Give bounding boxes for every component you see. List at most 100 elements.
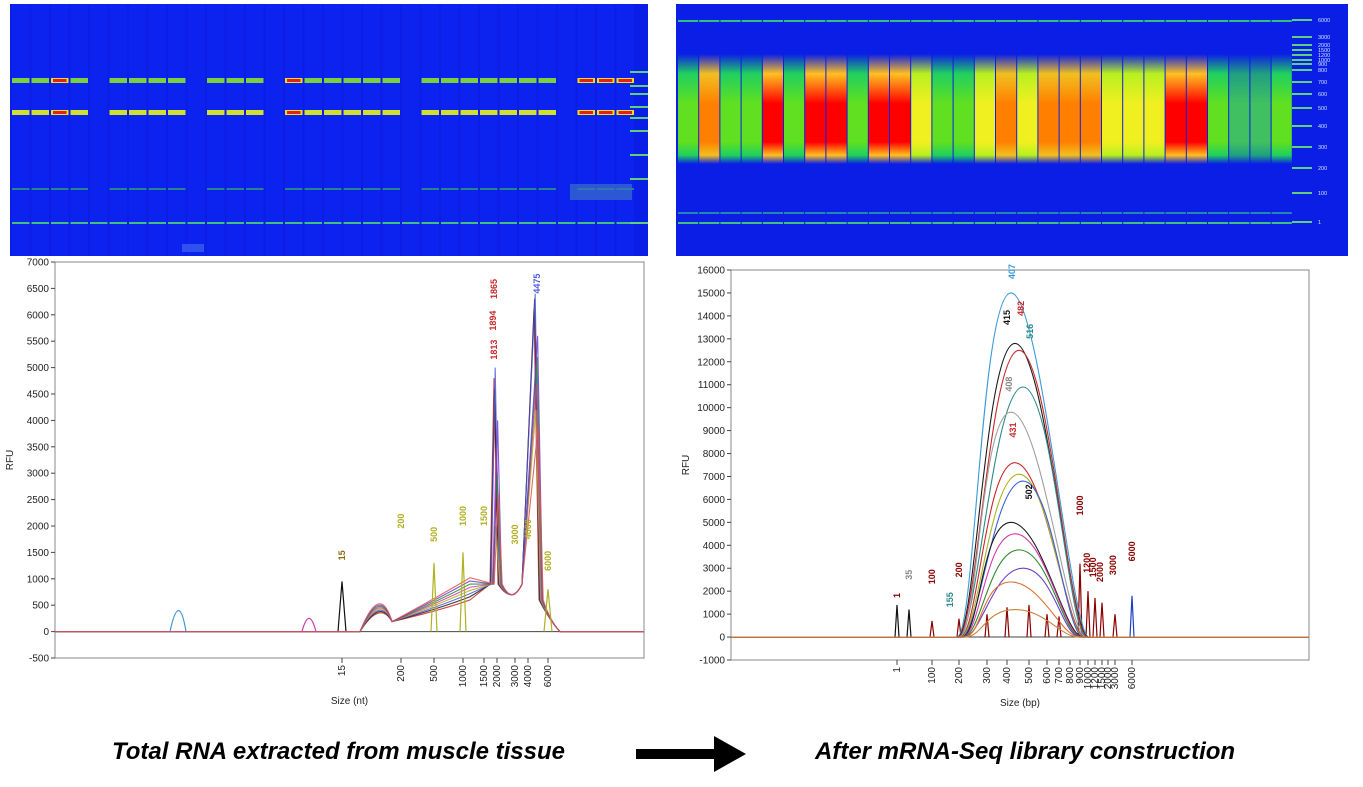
gel-band-marker xyxy=(402,222,420,224)
gel-band-28s xyxy=(421,78,439,83)
y-tick-label: 3000 xyxy=(27,469,50,480)
ladder-band xyxy=(630,85,648,87)
ladder-band xyxy=(1292,63,1312,65)
gel-band-lower xyxy=(974,212,995,214)
y-tick-label: 15000 xyxy=(697,288,725,299)
gel-lane-smear xyxy=(1123,54,1144,164)
x-tick-label: 100 xyxy=(927,667,938,684)
gel-band-upper xyxy=(847,20,868,22)
ladder-label: 800 xyxy=(1318,68,1327,74)
gel-band-28s xyxy=(246,78,264,83)
x-tick-label: 600 xyxy=(1042,667,1053,684)
library-trace xyxy=(731,411,1309,638)
ladder-peak xyxy=(543,589,553,632)
gel-band-marker xyxy=(805,222,826,224)
y-tick-label: 12000 xyxy=(697,357,725,368)
gel-band-marker xyxy=(577,222,595,224)
gel-band-marker xyxy=(304,222,322,224)
ladder-band xyxy=(1292,69,1312,71)
gel-band-5s xyxy=(324,188,342,190)
gel-band-lower xyxy=(1208,212,1229,214)
gel-band-upper xyxy=(1165,20,1186,22)
peak-label: 1200 xyxy=(1082,553,1092,573)
gel-band-5s xyxy=(246,188,264,190)
gel-lane-smear xyxy=(1080,54,1101,164)
gel-lane-smear xyxy=(911,54,932,164)
gel-band-28s-core xyxy=(618,79,632,82)
gel-band-18s xyxy=(421,110,439,115)
x-tick-label: 500 xyxy=(429,665,440,682)
x-tick-label: 2000 xyxy=(492,665,503,688)
ladder-band xyxy=(1292,81,1312,83)
y-tick-label: 4500 xyxy=(27,390,50,401)
library-trace xyxy=(731,608,1309,638)
marker-peak xyxy=(1099,602,1105,638)
gel-lane-smear xyxy=(1038,54,1059,164)
y-tick-label: 6500 xyxy=(27,284,50,295)
x-tick-label: 500 xyxy=(1024,667,1035,684)
library-trace xyxy=(731,549,1309,638)
gel-band-lower xyxy=(805,212,826,214)
gel-band-lower xyxy=(699,212,720,214)
gel-band-marker xyxy=(1102,222,1123,224)
gel-lane-smear xyxy=(1017,54,1038,164)
gel-band-upper xyxy=(1102,20,1123,22)
gel-band-lower xyxy=(1017,212,1038,214)
gel-band-upper xyxy=(1080,20,1101,22)
ladder-band xyxy=(630,154,648,156)
gel-band-upper xyxy=(699,20,720,22)
gel-band-upper xyxy=(974,20,995,22)
y-tick-label: 0 xyxy=(719,633,725,644)
peak-label: 15 xyxy=(337,550,347,560)
y-tick-label: 1000 xyxy=(27,574,50,585)
arrow-right-icon xyxy=(636,736,746,772)
gel-lane xyxy=(460,4,478,256)
gel-band-upper xyxy=(1208,20,1229,22)
gel-band-upper xyxy=(1250,20,1271,22)
gel-lane-smear xyxy=(1271,54,1292,164)
gel-band-18s xyxy=(343,110,361,115)
gel-band-18s xyxy=(207,110,225,115)
ladder-band xyxy=(1292,54,1312,56)
gel-band-18s xyxy=(168,110,186,115)
y-tick-label: 16000 xyxy=(697,266,725,277)
peak-label: 4000 xyxy=(523,519,533,539)
gel-band-lower xyxy=(847,212,868,214)
gel-band-5s xyxy=(421,188,439,190)
ladder-label: 400 xyxy=(1318,124,1327,130)
gel-band-lower xyxy=(1186,212,1207,214)
library-trace xyxy=(731,521,1309,638)
gel-band-5s xyxy=(285,188,303,190)
gel-band-marker xyxy=(616,222,634,224)
marker-peak xyxy=(1077,563,1083,638)
gel-image-right: 6000300020001500120010009008007006005004… xyxy=(676,4,1348,256)
gel-band-marker xyxy=(363,222,381,224)
gel-band-marker xyxy=(974,222,995,224)
x-tick-label: 1 xyxy=(892,667,903,673)
gel-lane-smear xyxy=(847,54,868,164)
gel-band-28s xyxy=(148,78,166,83)
peak-label: 1865 xyxy=(489,279,499,299)
gel-band-upper xyxy=(741,20,762,22)
y-tick-label: 5000 xyxy=(703,518,726,529)
ladder-peak xyxy=(430,562,438,632)
gel-band-28s xyxy=(31,78,49,83)
gel-band-18s xyxy=(363,110,381,115)
gel-band-marker xyxy=(187,222,205,224)
gel-band-5s xyxy=(460,188,478,190)
gel-band-lower xyxy=(1102,212,1123,214)
ladder-label: 1500 xyxy=(1318,48,1330,54)
gel-band-marker xyxy=(70,222,88,224)
gel-lane xyxy=(480,4,498,256)
peak-label: 155 xyxy=(945,592,955,607)
marker-peak xyxy=(984,614,990,638)
gel-band-marker xyxy=(499,222,517,224)
gel-lane xyxy=(441,4,459,256)
y-tick-label: 13000 xyxy=(697,334,725,345)
gel-lane-smear xyxy=(1144,54,1165,164)
gel-band-28s xyxy=(538,78,556,83)
gel-band-5s xyxy=(363,188,381,190)
peak-label: 415 xyxy=(1002,310,1012,325)
peak-label: 1000 xyxy=(1075,495,1085,515)
gel-lane-smear xyxy=(784,54,805,164)
